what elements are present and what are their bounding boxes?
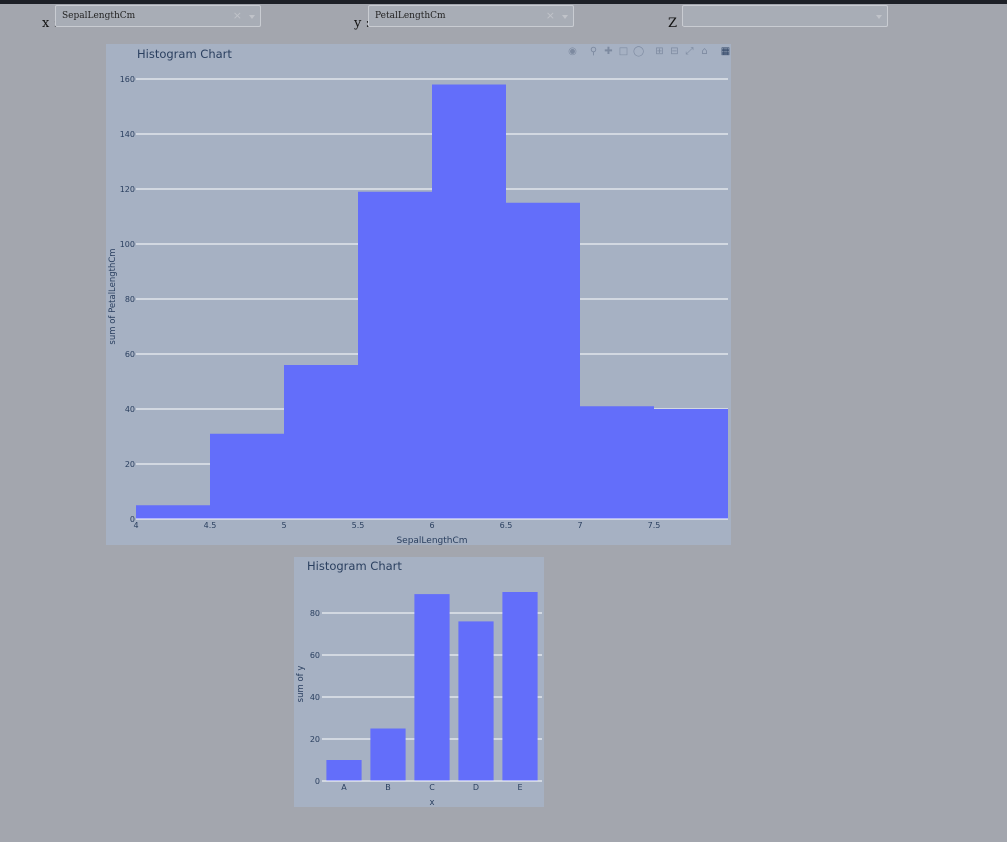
histogram-bar (432, 84, 506, 519)
small-bar-plot[interactable]: 0 20 40 60 80 A B C D Ex sum of y (294, 557, 544, 807)
y-tick-label: 80 (125, 295, 135, 304)
lasso-icon[interactable]: ◯ (633, 46, 645, 57)
y-axis-title: sum of y (296, 666, 306, 703)
x-axis-dropdown[interactable]: SepalLengthCm × (55, 5, 261, 27)
plotly-logo-icon[interactable]: ▦ (720, 46, 731, 57)
chevron-down-icon[interactable] (249, 15, 255, 19)
y-axis-title: sum of PetalLengthCm (108, 248, 118, 344)
box-select-icon[interactable]: □ (618, 46, 629, 57)
x-tick-label: 7 (577, 521, 582, 530)
autoscale-icon[interactable]: ⤢ (685, 46, 694, 57)
y-tick-label: 120 (120, 185, 135, 194)
y-tick-label: 140 (120, 130, 135, 139)
x-tick-label: E (517, 783, 522, 792)
y-tick-label: 100 (120, 240, 135, 249)
histogram-bar (580, 406, 654, 519)
y-axis-dropdown[interactable]: PetalLengthCm × (368, 5, 574, 27)
zoom-icon[interactable]: ⚲ (589, 46, 598, 57)
y-tick-label: 20 (310, 735, 320, 744)
histogram-bar (136, 505, 210, 519)
x-tick-label: 4 (133, 521, 138, 530)
histogram-bar (506, 202, 580, 519)
y-tick-label: 40 (310, 693, 320, 702)
chevron-down-icon[interactable] (562, 15, 568, 19)
y-tick-label: 20 (125, 460, 135, 469)
y-tick-label: 160 (120, 75, 135, 84)
zoom-out-icon[interactable]: ⊟ (670, 46, 679, 57)
x-axis-title: SepalLengthCm (396, 536, 467, 545)
y-tick-label: 60 (125, 350, 135, 359)
y-tick-label: 40 (125, 405, 135, 414)
category-bar (502, 592, 538, 781)
x-tick-label: 6.5 (500, 521, 513, 530)
window-top-bar (0, 0, 1007, 4)
clear-icon[interactable]: × (545, 9, 555, 22)
histogram-bar (358, 191, 432, 519)
y-tick-label: 80 (310, 609, 320, 618)
x-tick-label: C (429, 783, 435, 792)
x-tick-label: B (385, 783, 391, 792)
y-tick-label: 0 (130, 515, 135, 524)
histogram-bar (654, 409, 728, 519)
z-axis-dropdown[interactable] (682, 5, 888, 27)
x-tick-label: 5.5 (352, 521, 365, 530)
y-tick-label: 0 (315, 777, 320, 786)
chevron-down-icon[interactable] (876, 15, 882, 19)
z-axis-label: Z : (668, 16, 686, 31)
category-bar (458, 621, 494, 781)
y-axis-label: y : (354, 16, 370, 31)
category-bar (414, 594, 450, 781)
x-tick-label: A (341, 783, 347, 792)
category-bar (370, 728, 406, 781)
reset-axes-icon[interactable]: ⌂ (701, 46, 708, 57)
x-axis-label: x : (42, 16, 58, 31)
y-tick-label: 60 (310, 651, 320, 660)
y-axis-selected-value: PetalLengthCm (375, 11, 446, 21)
x-tick-label: 5 (281, 521, 286, 530)
histogram-bar (284, 365, 358, 519)
histogram-bar (210, 433, 284, 519)
chart-title: Histogram Chart (137, 47, 232, 61)
x-tick-label: 6 (429, 521, 434, 530)
zoom-in-icon[interactable]: ⊞ (655, 46, 664, 57)
main-histogram-chart: 0 20 40 60 80 100 120 140 160 4 4.5 5 5.5 6 6.5 7 7.5 Sep… (106, 44, 731, 545)
clear-icon[interactable]: × (232, 9, 242, 22)
modebar: ◉ ⚲ ✚ □ ◯ ⊞ ⊟ ⤢ ⌂ ▦ (567, 46, 731, 57)
pan-icon[interactable]: ✚ (604, 46, 613, 57)
x-tick-label: D (473, 783, 479, 792)
camera-icon[interactable]: ◉ (568, 46, 577, 57)
x-tick-label: 7.5 (648, 521, 661, 530)
main-histogram-plot[interactable]: 0 20 40 60 80 100 120 140 160 4 4.5 5 5.5 6 6.5 7 7.5 Sep… (106, 44, 731, 545)
x-tick-label: 4.5 (204, 521, 217, 530)
x-axis-selected-value: SepalLengthCm (62, 11, 136, 21)
chart-title: Histogram Chart (307, 559, 402, 573)
category-bar (326, 760, 362, 781)
x-axis-title: x (429, 798, 434, 807)
